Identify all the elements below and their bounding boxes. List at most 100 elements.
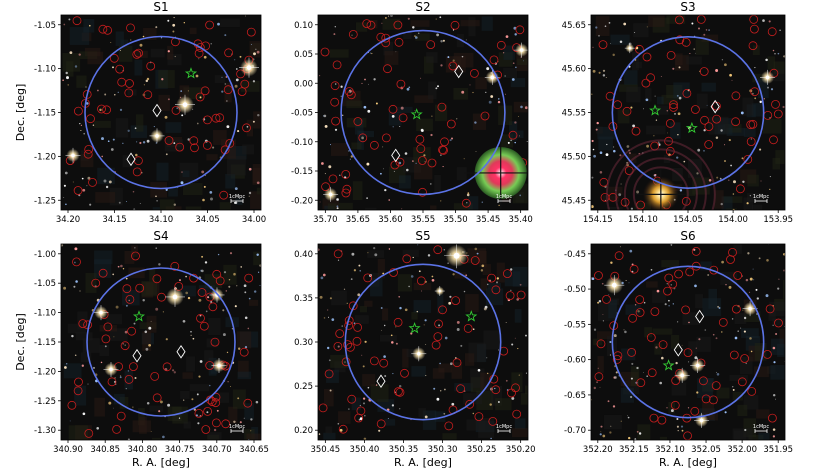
field-source: [744, 428, 747, 432]
field-source: [597, 301, 600, 304]
galaxy-marker: [338, 424, 348, 434]
field-source: [387, 417, 389, 419]
field-source: [179, 279, 181, 282]
sky-noise: [596, 331, 616, 340]
galaxy-marker: [502, 269, 512, 279]
field-source: [119, 108, 123, 112]
field-source: [226, 351, 229, 354]
field-source: [244, 15, 247, 17]
field-source: [253, 290, 257, 293]
sky-noise: [85, 272, 97, 293]
galaxy-marker: [516, 290, 526, 300]
field-source: [418, 32, 420, 34]
galaxy-marker: [341, 188, 351, 198]
field-source: [466, 193, 470, 197]
sky-noise: [654, 105, 669, 115]
galaxy-marker: [602, 294, 611, 304]
field-source: [336, 205, 339, 208]
galaxy-marker: [74, 377, 83, 387]
field-source: [630, 106, 633, 109]
sky-noise: [97, 167, 115, 185]
field-source: [225, 290, 228, 292]
field-source: [743, 330, 746, 333]
field-source: [520, 56, 522, 58]
field-source: [319, 75, 321, 77]
galaxy-marker: [685, 267, 695, 277]
field-source: [675, 361, 678, 365]
sky-noise: [496, 262, 505, 283]
field-source: [607, 400, 610, 403]
field-source: [400, 106, 404, 110]
y-axis-label: Dec. [deg]: [14, 313, 27, 371]
galaxy-marker: [134, 48, 144, 58]
sky-noise: [403, 31, 412, 40]
field-source: [777, 287, 780, 290]
sky-noise: [327, 203, 337, 210]
galaxy-marker: [663, 286, 672, 296]
field-source: [86, 185, 88, 187]
field-source: [202, 198, 205, 202]
galaxy-marker: [202, 140, 212, 150]
field-source: [367, 252, 369, 254]
field-source: [334, 83, 337, 85]
x-tick-label-352-20: 352.20: [583, 445, 613, 455]
field-source: [693, 248, 696, 251]
sky-noise: [402, 249, 419, 257]
sky-noise: [75, 332, 93, 341]
galaxy-marker: [164, 136, 174, 145]
galaxy-marker: [683, 348, 693, 358]
field-source: [331, 318, 335, 321]
field-source: [511, 78, 515, 81]
galaxy-marker: [612, 354, 622, 364]
field-source: [256, 253, 259, 256]
field-source: [600, 425, 603, 428]
sky-noise: [237, 360, 249, 378]
field-source: [646, 26, 648, 28]
galaxy-marker: [647, 368, 657, 378]
field-source: [610, 425, 612, 427]
field-source: [643, 301, 646, 304]
field-source: [772, 428, 776, 431]
field-source: [136, 141, 138, 143]
sky-noise: [752, 73, 764, 83]
field-source: [779, 29, 781, 31]
field-source: [334, 128, 338, 131]
field-source: [248, 191, 252, 195]
galaxy-marker: [718, 317, 728, 327]
galaxy-marker: [131, 251, 140, 261]
field-source: [351, 252, 355, 256]
field-source: [440, 64, 443, 67]
field-source: [64, 171, 68, 175]
sky-noise: [149, 405, 164, 412]
field-source: [337, 259, 340, 261]
galaxy-marker: [194, 49, 204, 58]
sky-noise: [165, 122, 182, 133]
sky-noise: [323, 389, 334, 407]
scale-bar-label: 1cMpc: [229, 424, 245, 430]
field-source: [720, 129, 723, 132]
galaxy-marker: [82, 90, 92, 99]
field-source: [650, 268, 653, 271]
galaxy-marker: [704, 122, 714, 131]
field-source: [248, 297, 251, 300]
panel-s3: 1cMpc S3 154.15 154.10 154.05 154.00 153.95 45.…: [562, 0, 793, 225]
field-source: [259, 264, 261, 267]
y-tick-label-0-05: 0.05: [294, 50, 313, 60]
sky-noise: [762, 118, 782, 134]
field-source: [431, 275, 434, 278]
field-source: [599, 386, 601, 388]
sky-noise: [66, 61, 74, 77]
field-source: [511, 396, 515, 400]
galaxy-marker: [348, 301, 358, 311]
galaxy-marker: [507, 388, 516, 398]
galaxy-marker: [740, 354, 749, 363]
field-source: [439, 362, 441, 365]
sky-noise: [686, 188, 696, 196]
sky-noise: [68, 425, 88, 440]
field-source: [609, 431, 612, 434]
sky-noise: [138, 408, 145, 426]
bright-star: [165, 286, 185, 307]
field-source: [112, 66, 114, 69]
galaxy-marker: [195, 92, 205, 102]
sky-noise: [480, 372, 492, 391]
